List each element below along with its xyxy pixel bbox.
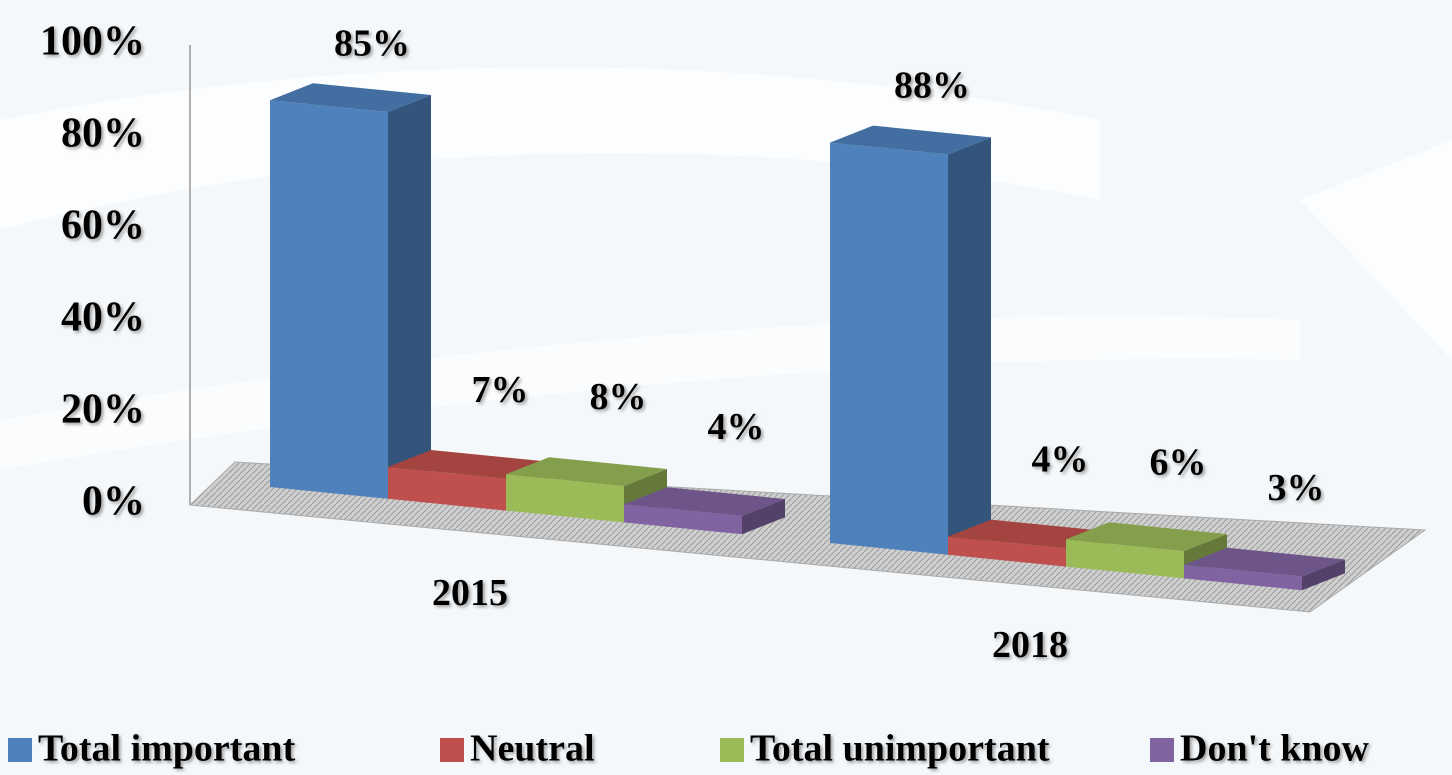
legend-swatch	[1150, 738, 1174, 762]
legend-swatch	[720, 738, 744, 762]
bar-top	[1184, 547, 1345, 577]
data-label: 6%	[1150, 441, 1207, 483]
bar-side	[742, 499, 785, 535]
bar-top	[388, 449, 549, 479]
data-label: 8%	[590, 376, 647, 418]
bar-side	[1302, 559, 1345, 591]
data-label: 88%	[894, 65, 970, 107]
y-tick-label: 20%	[61, 387, 145, 433]
legend-label: Total important	[38, 728, 296, 770]
bar-top	[506, 457, 667, 486]
bar-front	[506, 474, 624, 523]
legend-label: Don't know	[1180, 728, 1370, 770]
bar-side	[948, 137, 991, 555]
x-tick-label: 2018	[992, 624, 1068, 666]
x-tick-label: 2015	[432, 572, 508, 614]
legend-label: Total unimportant	[750, 728, 1050, 770]
y-tick-label: 40%	[61, 295, 145, 341]
bar-front	[270, 100, 388, 499]
y-tick-label: 0%	[82, 479, 145, 525]
legend-label: Neutral	[470, 728, 595, 770]
y-tick-label: 80%	[61, 111, 145, 157]
bar-top	[1066, 522, 1227, 552]
legend-swatch	[440, 738, 464, 762]
data-label: 85%	[334, 22, 410, 64]
data-label: 4%	[708, 406, 765, 448]
bar-top	[830, 125, 991, 155]
y-tick-label: 60%	[61, 203, 145, 249]
data-label: 7%	[472, 369, 529, 411]
bar-top	[270, 83, 431, 113]
bar-front	[948, 536, 1066, 567]
bar-front	[624, 504, 742, 535]
data-label: 3%	[1268, 467, 1325, 509]
bar-side	[388, 95, 431, 499]
bar-front	[1066, 539, 1184, 579]
bar-front	[830, 142, 948, 555]
bar-front	[388, 466, 506, 511]
y-tick-label: 100%	[40, 19, 145, 65]
bar-front	[1184, 564, 1302, 591]
bar-top	[624, 487, 785, 516]
legend-swatch	[8, 738, 32, 762]
data-label: 4%	[1032, 439, 1089, 481]
